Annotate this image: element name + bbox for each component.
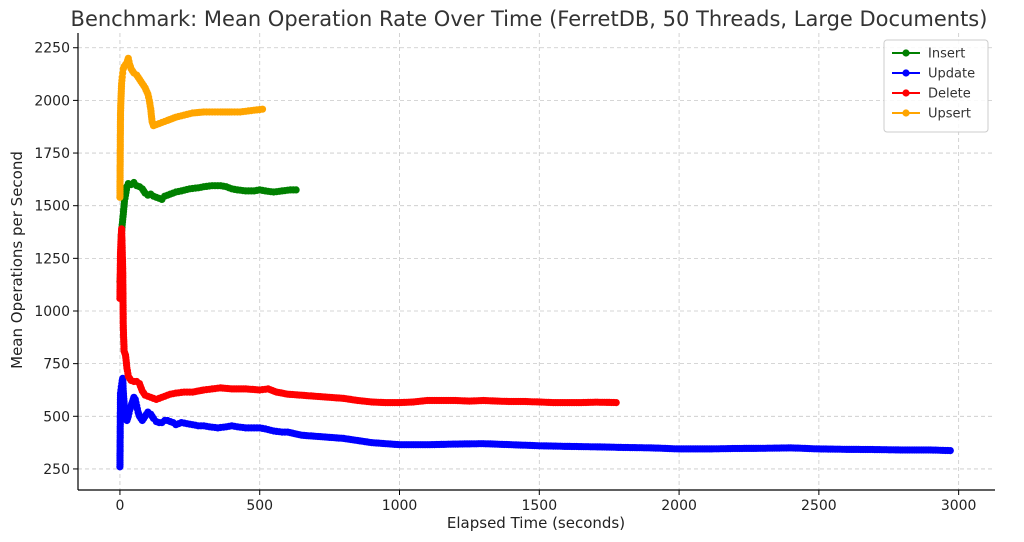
legend-item-upsert: Upsert xyxy=(892,107,971,122)
y-tick-label: 1250 xyxy=(34,251,70,267)
grid xyxy=(78,33,995,490)
x-tick-label: 0 xyxy=(115,498,124,514)
series-update xyxy=(116,374,954,471)
x-tick-label: 1500 xyxy=(521,498,557,514)
legend: Insert Update Delete Upsert xyxy=(883,39,989,133)
legend-marker xyxy=(902,69,910,77)
y-tick-label: 1750 xyxy=(34,146,70,162)
y-tick-label: 2250 xyxy=(34,41,70,57)
legend-item-update: Update xyxy=(892,67,975,82)
legend-marker xyxy=(902,49,910,57)
x-tick-label: 2000 xyxy=(661,498,697,514)
legend-box xyxy=(883,39,989,133)
x-axis-label: Elapsed Time (seconds) xyxy=(447,514,625,532)
series-line-delete xyxy=(119,228,617,404)
legend-label: Insert xyxy=(928,47,965,62)
legend-label: Upsert xyxy=(928,107,971,122)
y-tick-label: 750 xyxy=(43,357,70,373)
x-tick-label: 3000 xyxy=(941,498,977,514)
legend-label: Update xyxy=(928,67,975,82)
legend-marker xyxy=(902,109,910,117)
legend-item-insert: Insert xyxy=(892,47,965,62)
y-tick-label: 250 xyxy=(43,462,70,478)
legend-label: Delete xyxy=(928,87,971,102)
series-group xyxy=(116,54,954,471)
y-tick-label: 1000 xyxy=(34,304,70,320)
chart-title: Benchmark: Mean Operation Rate Over Time… xyxy=(71,7,988,31)
y-axis-label: Mean Operations per Second xyxy=(8,151,26,369)
x-tick-label: 500 xyxy=(246,498,273,514)
legend-marker xyxy=(902,89,910,97)
y-tick-label: 1500 xyxy=(34,199,70,215)
axes: 0 500 1000 1500 2000 2500 3000 250 500 750 1000 125… xyxy=(34,33,995,514)
y-tick-label: 500 xyxy=(43,409,70,425)
data-point xyxy=(946,447,954,455)
series-upsert xyxy=(116,54,267,201)
data-point xyxy=(258,105,267,113)
data-point xyxy=(292,186,300,194)
data-point xyxy=(612,399,620,407)
y-tick-label: 2000 xyxy=(34,93,70,109)
x-tick-label: 1000 xyxy=(382,498,418,514)
x-tick-label: 2500 xyxy=(801,498,837,514)
series-delete xyxy=(116,225,620,407)
series-insert xyxy=(116,178,300,286)
legend-item-delete: Delete xyxy=(892,87,971,102)
